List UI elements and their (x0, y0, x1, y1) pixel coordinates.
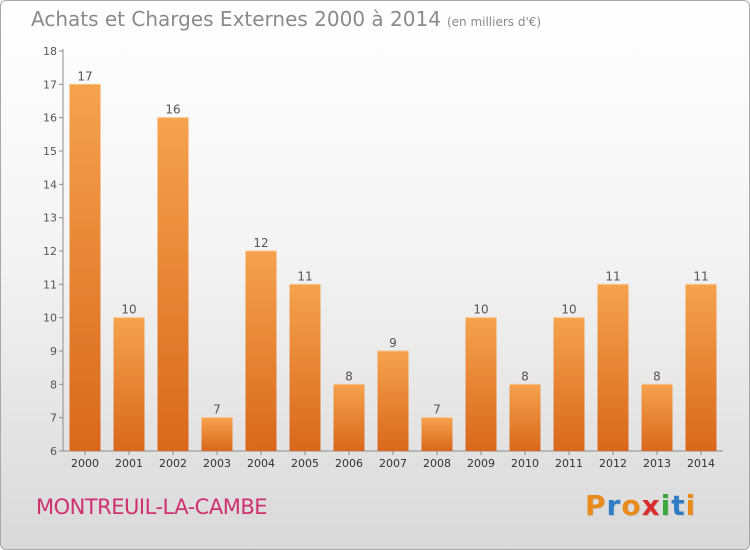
bar-value-label: 8 (521, 369, 529, 383)
y-tick-label: 6 (50, 445, 57, 458)
bar-value-label: 8 (345, 369, 353, 383)
y-tick-label: 15 (43, 145, 57, 158)
x-tick-label: 2002 (159, 457, 187, 470)
proxiti-logo[interactable]: Proxiti (585, 489, 696, 522)
x-tick-label: 2014 (687, 457, 715, 470)
bar (69, 84, 101, 451)
bar-value-label: 17 (77, 69, 92, 83)
bar (113, 317, 145, 451)
bar (157, 117, 189, 452)
x-tick-label: 2013 (643, 457, 671, 470)
bar-value-label: 11 (605, 269, 620, 283)
y-tick-label: 16 (43, 112, 57, 125)
bar-value-label: 12 (253, 236, 268, 250)
bar (421, 417, 453, 451)
bar-value-label: 10 (473, 303, 488, 317)
town-name: MONTREUIL-LA-CAMBE (36, 495, 268, 519)
x-tick-label: 2009 (467, 457, 495, 470)
y-tick-label: 7 (50, 412, 57, 425)
bar-value-label: 10 (561, 303, 576, 317)
logo-letter: P (585, 489, 607, 522)
logo-letter: i (660, 489, 672, 522)
chart-title-block: Achats et Charges Externes 2000 à 2014 (e… (31, 7, 541, 31)
bar (245, 251, 277, 451)
logo-letter: x (641, 489, 661, 522)
bar (289, 284, 321, 451)
x-tick-label: 2001 (115, 457, 143, 470)
y-tick-label: 18 (43, 45, 57, 58)
y-tick-label: 11 (43, 278, 57, 291)
chart-title: Achats et Charges Externes 2000 à 2014 (31, 7, 441, 31)
logo-letter: o (621, 489, 642, 522)
x-tick-label: 2008 (423, 457, 451, 470)
bar (377, 351, 409, 451)
y-tick-label: 9 (50, 345, 57, 358)
y-tick-label: 10 (43, 312, 57, 325)
bar-value-label: 10 (121, 303, 136, 317)
x-tick-label: 2012 (599, 457, 627, 470)
y-tick-label: 13 (43, 212, 57, 225)
bar-value-label: 9 (389, 336, 397, 350)
bar-value-label: 8 (653, 369, 661, 383)
y-tick-label: 14 (43, 178, 57, 191)
logo-letter: i (685, 489, 697, 522)
y-tick-label: 17 (43, 78, 57, 91)
bar (641, 384, 673, 451)
bar (465, 317, 497, 451)
bar (553, 317, 585, 451)
bar (597, 284, 629, 451)
y-tick-label: 12 (43, 245, 57, 258)
y-tick-label: 8 (50, 378, 57, 391)
x-tick-label: 2007 (379, 457, 407, 470)
x-tick-label: 2006 (335, 457, 363, 470)
bar-value-label: 16 (165, 103, 180, 117)
chart-unit: (en milliers d'€) (446, 15, 542, 29)
x-tick-label: 2011 (555, 457, 583, 470)
x-tick-label: 2004 (247, 457, 275, 470)
bar (333, 384, 365, 451)
bar-value-label: 11 (297, 269, 312, 283)
x-tick-label: 2005 (291, 457, 319, 470)
bar-value-label: 7 (433, 403, 441, 417)
bar (201, 417, 233, 451)
bar (685, 284, 717, 451)
bar (509, 384, 541, 451)
logo-letter: r (606, 489, 622, 522)
x-tick-label: 2003 (203, 457, 231, 470)
x-tick-label: 2000 (71, 457, 99, 470)
x-tick-label: 2010 (511, 457, 539, 470)
logo-letter: t (671, 489, 686, 522)
bar-value-label: 7 (213, 403, 221, 417)
bar-value-label: 11 (693, 269, 708, 283)
